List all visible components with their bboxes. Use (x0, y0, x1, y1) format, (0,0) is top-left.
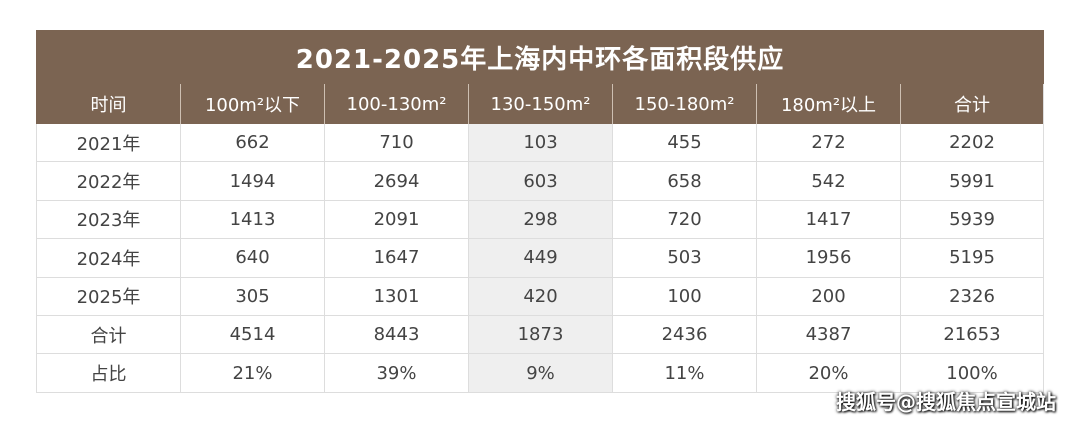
table-cell: 2025年 (36, 277, 180, 315)
table-cell: 710 (324, 124, 468, 162)
table-cell: 720 (612, 200, 756, 239)
table-cell: 1873 (468, 315, 612, 354)
table-cell: 272 (756, 124, 900, 162)
table-cell: 合计 (36, 315, 180, 354)
table-cell: 9% (468, 354, 612, 392)
table-cell: 420 (468, 277, 612, 315)
table-cell: 1417 (756, 200, 900, 239)
table-cell: 2091 (324, 200, 468, 239)
header-cell: 180m²以上 (756, 84, 900, 124)
table-cell: 2022年 (36, 162, 180, 200)
table-cell: 39% (324, 354, 468, 392)
table-cell: 2436 (612, 315, 756, 354)
header-cell: 130-150m² (468, 84, 612, 124)
table-row: 2022年 1494 2694 603 658 542 5991 (36, 162, 1044, 201)
header-row: 时间 100m²以下 100-130m² 130-150m² 150-180m² 180m… (36, 84, 1044, 124)
table-cell: 658 (612, 162, 756, 200)
header-cell: 合计 (900, 84, 1044, 124)
table-cell: 2023年 (36, 200, 180, 239)
table-cell: 1301 (324, 277, 468, 315)
table-cell: 21653 (900, 315, 1044, 354)
header-cell: 时间 (36, 84, 180, 124)
table-row: 占比 21% 39% 9% 11% 20% 100% (36, 354, 1044, 393)
table-cell: 2024年 (36, 239, 180, 277)
header-cell: 150-180m² (612, 84, 756, 124)
table-row: 2023年 1413 2091 298 720 1417 5939 (36, 200, 1044, 240)
table-cell: 662 (180, 124, 324, 162)
table-cell: 503 (612, 239, 756, 277)
table-row: 2025年 305 1301 420 100 200 2326 (36, 277, 1044, 316)
header-cell: 100-130m² (324, 84, 468, 124)
table-cell: 640 (180, 239, 324, 277)
table-cell: 100% (900, 354, 1044, 392)
table-cell: 1647 (324, 239, 468, 277)
table-cell: 1413 (180, 200, 324, 239)
table-cell: 4514 (180, 315, 324, 354)
table-cell: 5195 (900, 239, 1044, 277)
table-cell: 1494 (180, 162, 324, 200)
table-row: 2024年 640 1647 449 503 1956 5195 (36, 239, 1044, 278)
table: 2021-2025年上海内中环各面积段供应 时间 100m²以下 100-130m²… (36, 30, 1044, 393)
table-cell: 603 (468, 162, 612, 200)
table-cell: 5991 (900, 162, 1044, 200)
table-row: 合计 4514 8443 1873 2436 4387 21653 (36, 315, 1044, 355)
table-cell: 2694 (324, 162, 468, 200)
table-row: 2021年 662 710 103 455 272 2202 (36, 124, 1044, 163)
table-cell: 100 (612, 277, 756, 315)
table-cell: 200 (756, 277, 900, 315)
table-cell: 4387 (756, 315, 900, 354)
table-cell: 8443 (324, 315, 468, 354)
table-cell: 305 (180, 277, 324, 315)
table-cell: 占比 (36, 354, 180, 392)
table-cell: 2326 (900, 277, 1044, 315)
table-cell: 2021年 (36, 124, 180, 162)
table-cell: 298 (468, 200, 612, 239)
table-cell: 21% (180, 354, 324, 392)
table-title: 2021-2025年上海内中环各面积段供应 (36, 30, 1044, 84)
watermark: 搜狐号@搜狐焦点宣城站 (836, 390, 1056, 414)
table-cell: 5939 (900, 200, 1044, 239)
table-cell: 449 (468, 239, 612, 277)
table-cell: 103 (468, 124, 612, 162)
table-cell: 20% (756, 354, 900, 392)
header-cell: 100m²以下 (180, 84, 324, 124)
table-cell: 2202 (900, 124, 1044, 162)
table-cell: 455 (612, 124, 756, 162)
table-cell: 542 (756, 162, 900, 200)
table-cell: 11% (612, 354, 756, 392)
table-cell: 1956 (756, 239, 900, 277)
